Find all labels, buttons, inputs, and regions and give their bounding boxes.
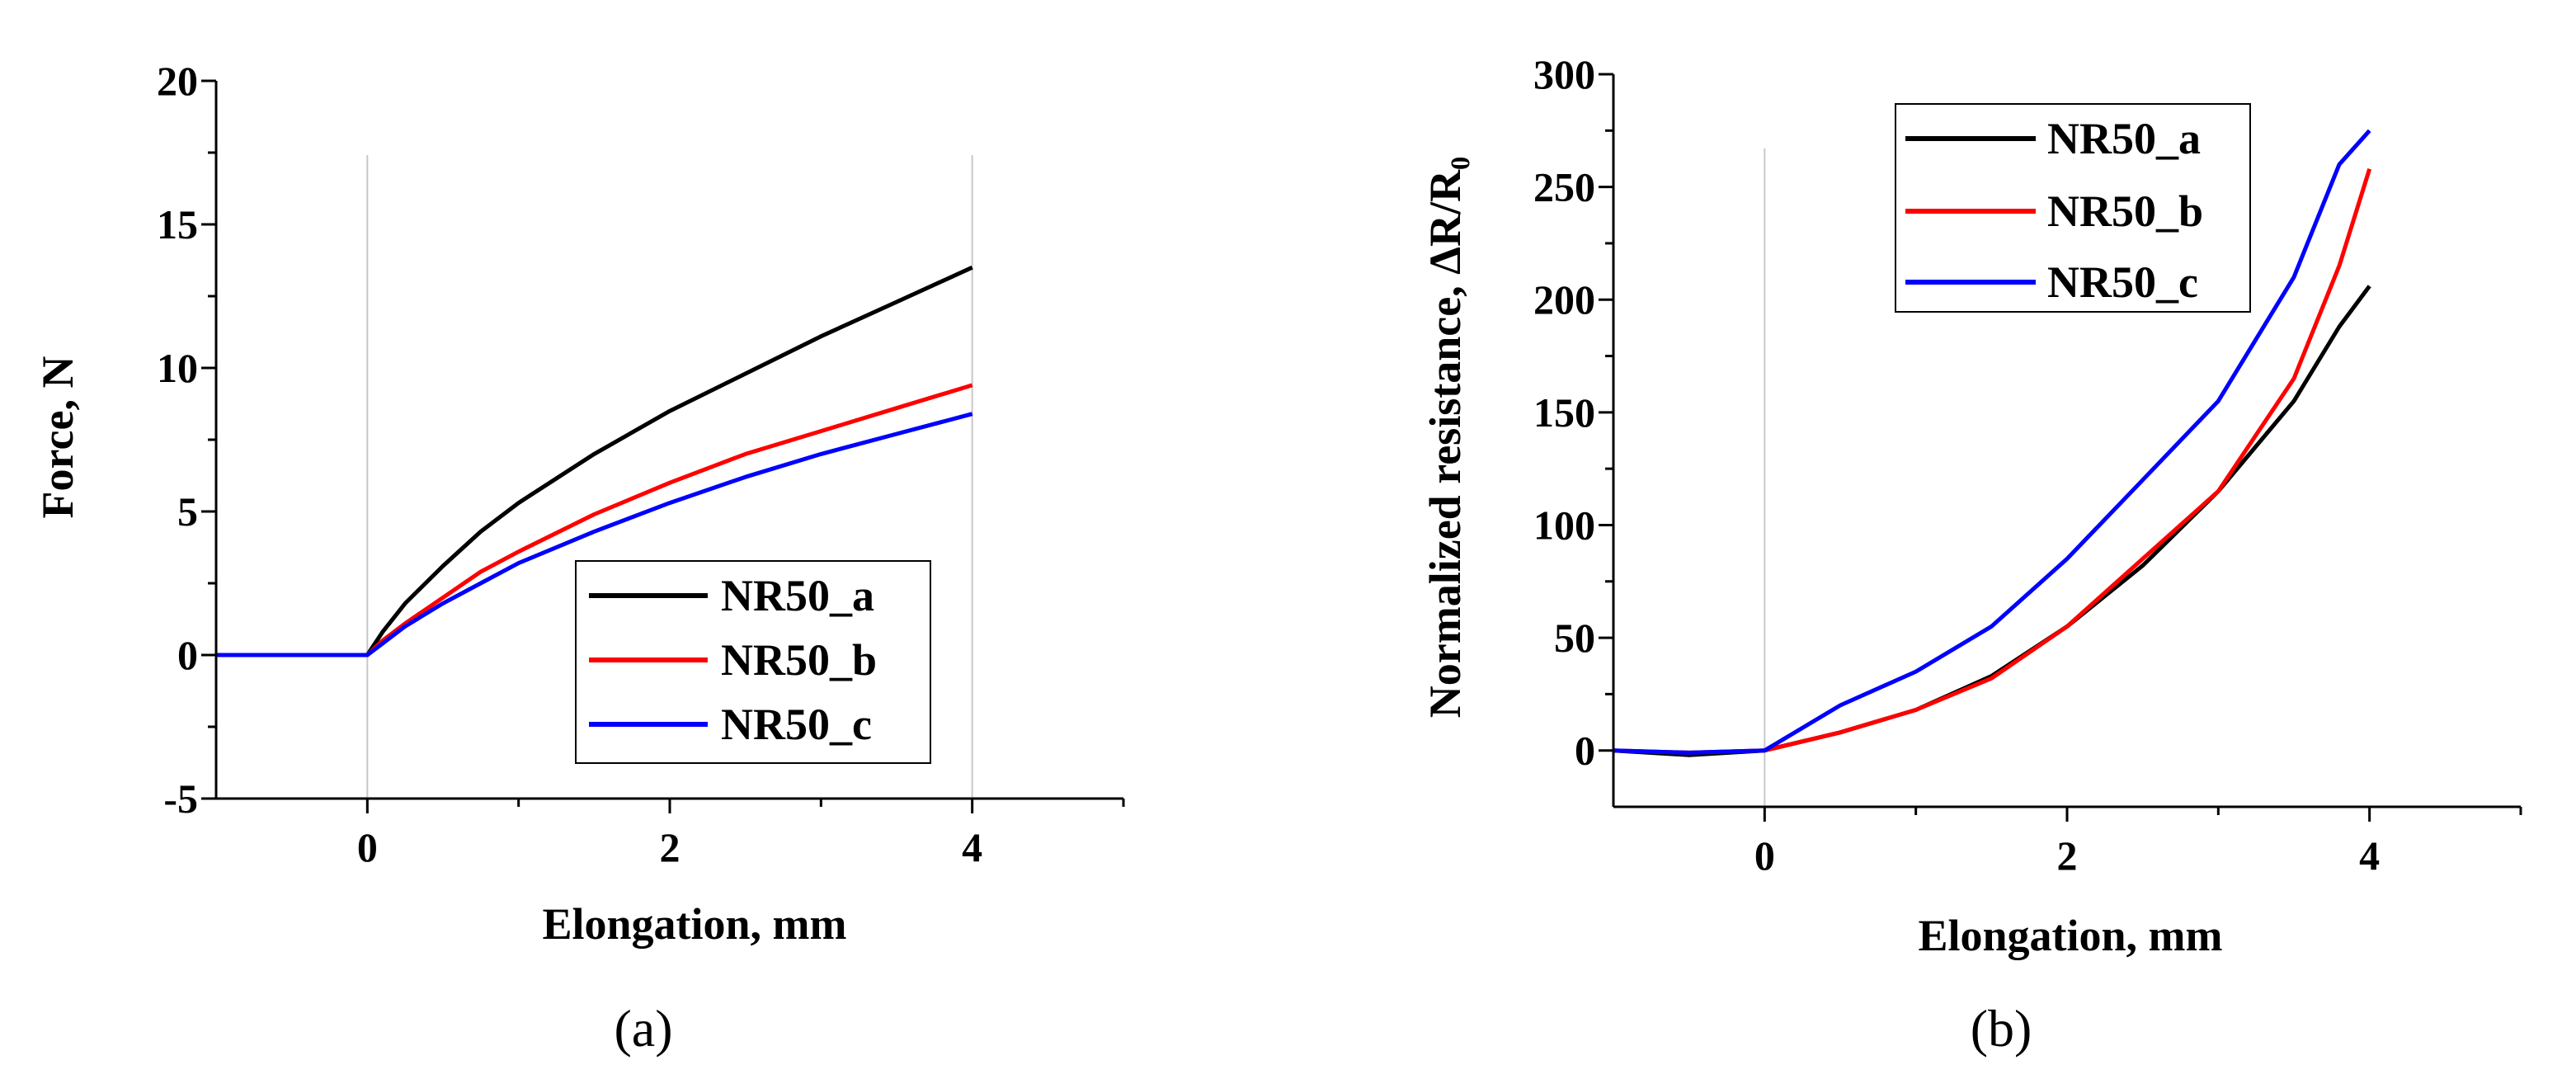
panel-a-series-lines [216,265,973,657]
panel-a-force: -5 0 5 10 15 20 0 2 4 Elongation, mm Force, N NR… [33,58,1125,1058]
panel-b-y-tick-label: 200 [1533,276,1595,323]
panel-b-caption: (b) [1971,999,2032,1058]
panel-b-y-axis-label: Normalized resistance, ΔR/R₀ [1420,157,1470,718]
panel-b-series-nr50-c [1613,129,2371,755]
panel-a-legend-label-a: NR50_a [721,571,874,620]
panel-a-y-axis-label: Force, N [33,356,82,519]
panel-a-axes [201,79,1125,813]
panel-b-axes [1599,73,2522,822]
panel-a-y-tick-label: 0 [177,632,198,678]
panel-b-legend-label-b: NR50_b [2047,186,2203,236]
panel-a-x-tick-label: 0 [357,824,378,870]
panel-a-legend-label-c: NR50_c [721,700,872,749]
panel-b-y-tick-label: 150 [1533,389,1595,436]
panel-b-y-tick-label: 100 [1533,502,1595,548]
panel-b-legend-label-c: NR50_c [2047,257,2198,307]
panel-b-x-axis-label: Elongation, mm [1918,911,2222,960]
panel-a-legend: NR50_a NR50_b NR50_c [575,560,931,764]
panel-a-y-tick-label: 20 [157,58,198,104]
panel-b-y-tick-label: 300 [1533,51,1595,97]
panel-b-series-lines [1613,129,2372,757]
panel-b-tick-labels: 0 50 100 150 200 250 300 0 2 4 [1533,51,2380,879]
panel-b-series-nr50-a [1613,285,2371,757]
panel-a-y-tick-label: -5 [163,775,198,822]
panel-b-resistance: 0 50 100 150 200 250 300 0 2 4 Elongation, mm Nor… [1420,51,2522,1058]
panel-a-x-axis-label: Elongation, mm [542,899,846,949]
panel-b-y-tick-label: 0 [1575,728,1595,774]
panel-a-y-tick-label: 5 [177,488,198,535]
panel-b-legend: NR50_a NR50_b NR50_c [1895,103,2251,313]
panel-a-x-tick-label: 2 [660,824,680,870]
panel-a-y-tick-label: 15 [157,201,198,247]
panel-a-series-nr50-c [216,412,973,657]
panel-b-y-tick-label: 250 [1533,164,1595,210]
panel-b-x-tick-label: 4 [2359,832,2380,879]
panel-b-x-tick-label: 0 [1754,832,1775,879]
panel-a-vertical-gridlines [366,155,973,799]
panel-b-legend-label-a: NR50_a [2047,114,2201,163]
panel-a-legend-label-b: NR50_b [721,635,877,685]
panel-a-caption: (a) [614,999,672,1058]
panel-a-x-tick-label: 4 [962,824,982,870]
panel-a-tick-labels: -5 0 5 10 15 20 0 2 4 [157,58,982,870]
panel-a-y-tick-label: 10 [157,345,198,391]
panel-b-y-tick-label: 50 [1554,615,1595,661]
panel-b-x-tick-label: 2 [2057,832,2078,879]
